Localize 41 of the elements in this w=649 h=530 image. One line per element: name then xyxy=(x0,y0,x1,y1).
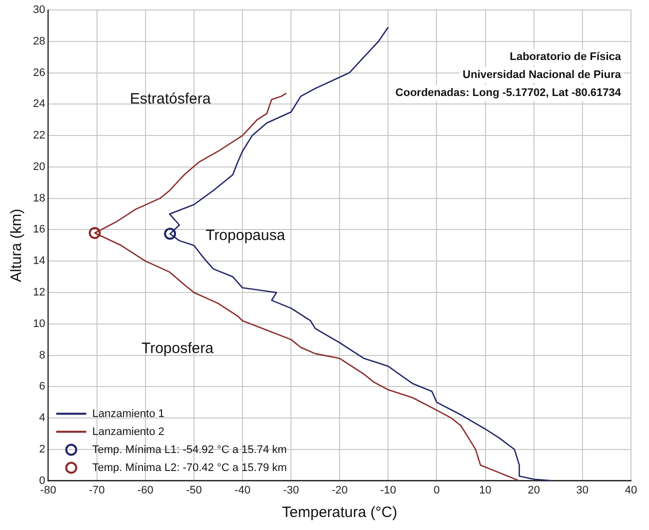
annotation: Estratósfera xyxy=(130,90,212,108)
x-axis-title: Temperatura (°C) xyxy=(282,504,398,522)
x-tick-label: 40 xyxy=(624,484,638,496)
y-tick-label: 6 xyxy=(39,380,46,393)
x-tick-label: 0 xyxy=(434,484,440,496)
x-tick-label: -20 xyxy=(332,484,348,496)
x-tick-label: -10 xyxy=(380,484,396,496)
y-tick-label: 20 xyxy=(32,160,46,173)
x-tick-label: -30 xyxy=(283,484,300,496)
y-tick-label: 12 xyxy=(32,286,46,299)
annotation: Troposfera xyxy=(141,340,214,358)
x-tick-label: -40 xyxy=(234,484,250,496)
annotation: Tropopausa xyxy=(206,227,286,244)
annotation: Laboratorio de Física xyxy=(510,51,622,64)
y-tick-label: 0 xyxy=(39,474,46,487)
y-axis-title: Altura (km) xyxy=(8,208,26,282)
y-tick-label: 22 xyxy=(32,130,46,142)
legend-label: Temp. Mínima L2: -70.42 °C a 15.79 km xyxy=(92,462,287,474)
annotation: Coordenadas: Long -5.17702, Lat -80.61734 xyxy=(395,87,622,100)
y-tick-label: 14 xyxy=(32,255,46,268)
annotation: Universidad Nacional de Piura xyxy=(462,69,622,82)
y-tick-label: 10 xyxy=(32,318,46,330)
x-tick-label: -60 xyxy=(137,484,154,496)
y-tick-label: 28 xyxy=(32,35,46,48)
x-tick-label: -70 xyxy=(88,484,105,496)
y-tick-label: 18 xyxy=(32,192,46,204)
y-tick-label: 8 xyxy=(39,349,46,362)
y-tick-label: 4 xyxy=(39,412,46,424)
y-tick-label: 2 xyxy=(39,443,46,456)
y-tick-label: 30 xyxy=(32,4,46,16)
x-tick-label: -80 xyxy=(40,484,56,496)
x-tick-label: -50 xyxy=(186,484,202,496)
x-tick-label: 30 xyxy=(576,484,589,496)
x-tick-label: 10 xyxy=(479,484,492,496)
x-tick-label: 20 xyxy=(528,484,540,496)
y-tick-label: 24 xyxy=(32,98,46,110)
y-tick-label: 26 xyxy=(32,66,46,79)
legend-label: Lanzamiento 2 xyxy=(92,426,164,438)
legend-label: Temp. Mínima L1: -54.92 °C a 15.74 km xyxy=(92,444,287,456)
y-tick-label: 16 xyxy=(32,224,46,236)
legend-label: Lanzamiento 1 xyxy=(92,408,164,420)
